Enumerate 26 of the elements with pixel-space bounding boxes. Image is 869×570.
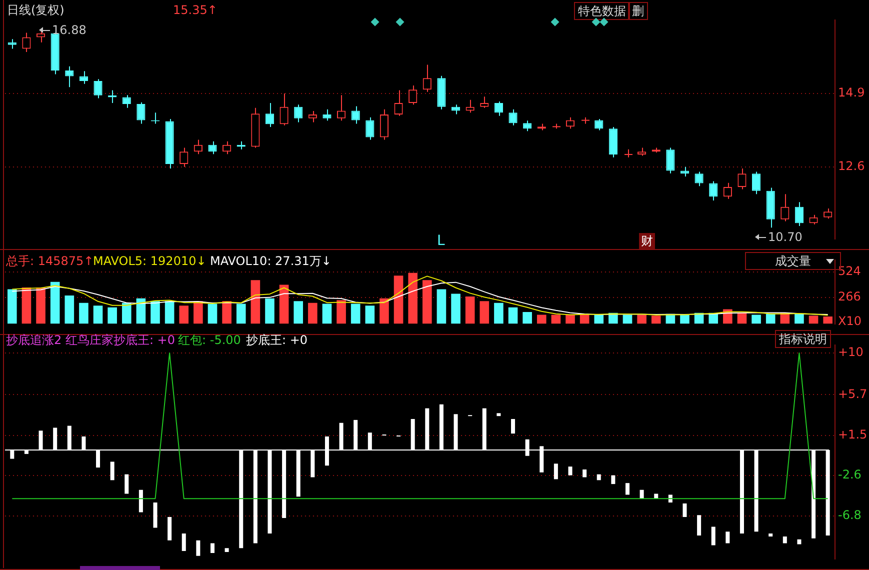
annotation: 抄底追涨2 红鸟庄家抄底王: +0 [6, 333, 175, 347]
annotation: L [437, 233, 445, 249]
chart-title: 日线(复权) [7, 3, 64, 17]
text: 特色数据 [574, 2, 630, 20]
y-tick-label: 14.9 [838, 86, 865, 100]
y-tick-label: +10 [838, 345, 864, 360]
annotation: 财 [639, 233, 655, 249]
annotation: 红包: -5.00 [178, 333, 241, 347]
y-tick-label: -6.8 [838, 508, 862, 522]
y-tick-label: 12.6 [838, 159, 865, 174]
annotation: MAVOL5: 192010↓ [93, 254, 206, 268]
y-tick-label: 266 [838, 290, 861, 304]
annotation: 总手: 145875↑ [6, 254, 94, 268]
text: X10 [838, 314, 862, 328]
annotation: MAVOL10: 27.31万↓ [210, 254, 332, 268]
annotation: 抄底王: +0 [246, 333, 308, 347]
annotation: 指标说明 [775, 330, 831, 348]
y-tick-label: 524 [838, 264, 861, 278]
text: 15.35↑ [173, 3, 218, 17]
text: 删 [628, 2, 648, 20]
annotation: 10.70 [768, 230, 802, 244]
annotation: 成交量 [775, 254, 811, 268]
annotation: 16.88 [52, 23, 86, 37]
y-tick-label: +5.7 [838, 386, 868, 401]
y-tick-label: +1.5 [838, 428, 868, 442]
y-tick-label: -2.6 [838, 467, 862, 482]
